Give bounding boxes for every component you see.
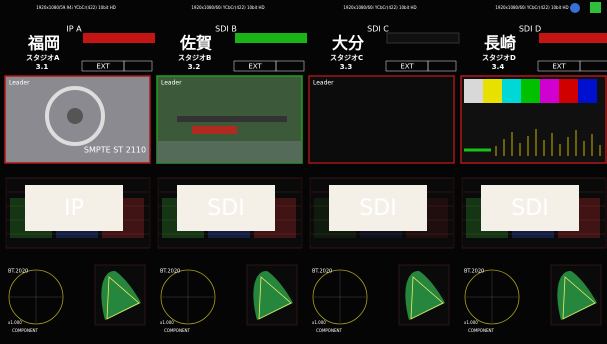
city-name: 佐賀 bbox=[179, 34, 212, 53]
studio-name: スタジオD bbox=[482, 53, 516, 62]
color-bar bbox=[521, 79, 540, 103]
color-bar bbox=[578, 79, 597, 103]
gamut-label: BT.2020 bbox=[160, 269, 180, 275]
input-label: IP A bbox=[66, 25, 82, 34]
mode-label: COMPONENT bbox=[164, 328, 190, 333]
ref-box-2 bbox=[427, 60, 457, 72]
gamut-label: BT.2020 bbox=[464, 269, 484, 275]
overlay-label: SDI bbox=[207, 196, 244, 221]
caption: SMPTE ST 2110 bbox=[84, 146, 146, 155]
status-bar bbox=[386, 32, 460, 44]
ref-label: EXT bbox=[248, 63, 262, 71]
city-name: 福岡 bbox=[27, 34, 60, 53]
gamut-label: BT.2020 bbox=[312, 269, 332, 275]
color-bar bbox=[483, 79, 502, 103]
wheel-hub bbox=[67, 108, 83, 124]
source-label: Leader bbox=[161, 80, 182, 87]
gamut-triangle bbox=[106, 276, 140, 320]
train bbox=[192, 126, 237, 134]
zoom-label: x1.000 bbox=[464, 320, 478, 325]
overlay-box bbox=[25, 185, 123, 231]
studio-name: スタジオA bbox=[26, 53, 60, 62]
video-frame bbox=[308, 75, 455, 164]
source-label: Leader bbox=[9, 80, 30, 87]
studio-name: スタジオB bbox=[178, 53, 211, 62]
status-bar bbox=[539, 33, 607, 43]
status-bar bbox=[83, 33, 155, 43]
format-label: 1920x1080/60i YCbCr(422) 10bit HD bbox=[191, 5, 264, 10]
channel: 3.4 bbox=[492, 63, 505, 71]
input-label: SDI B bbox=[215, 25, 237, 34]
mode-label: COMPONENT bbox=[12, 328, 38, 333]
gamut-triangle bbox=[562, 276, 596, 320]
format-label: 1920x1080/59.94i YCbCr(422) 10bit HD bbox=[36, 5, 116, 10]
ref-label: EXT bbox=[552, 63, 566, 71]
overlay-label: SDI bbox=[511, 196, 548, 221]
channel: 3.1 bbox=[36, 63, 49, 71]
color-bar bbox=[464, 79, 483, 103]
gamut-triangle bbox=[410, 276, 444, 320]
cie-locus bbox=[101, 270, 141, 320]
cie-locus bbox=[253, 270, 293, 320]
cie-locus bbox=[557, 270, 597, 320]
source-label: Leader bbox=[313, 80, 334, 87]
overlay-label: SDI bbox=[359, 196, 396, 221]
studio-name: スタジオC bbox=[330, 53, 363, 62]
format-label: 1920x1080/60i YCbCr(422) 10bit HD bbox=[495, 5, 568, 10]
city-name: 大分 bbox=[332, 34, 364, 53]
ref-box-2 bbox=[275, 60, 305, 72]
zoom-label: x1.000 bbox=[8, 320, 22, 325]
ref-box-2 bbox=[123, 60, 153, 72]
format-label: 1920x1080/60i YCbCr(422) 10bit HD bbox=[343, 5, 416, 10]
cie-locus bbox=[405, 270, 445, 320]
globe-icon[interactable] bbox=[570, 3, 580, 13]
status-bar bbox=[235, 33, 307, 43]
zoom-label: x1.000 bbox=[160, 320, 174, 325]
color-bar bbox=[559, 79, 578, 103]
river bbox=[157, 141, 302, 163]
mode-label: COMPONENT bbox=[468, 328, 494, 333]
channel: 3.3 bbox=[340, 63, 353, 71]
overlay-box bbox=[177, 185, 275, 231]
overlay-label: IP bbox=[64, 196, 84, 221]
ref-label: EXT bbox=[96, 63, 110, 71]
zoom-label: x1.000 bbox=[312, 320, 326, 325]
overlay-box bbox=[329, 185, 427, 231]
overlay-box bbox=[481, 185, 579, 231]
color-bar bbox=[540, 79, 559, 103]
ref-box-2 bbox=[579, 60, 607, 72]
bridge bbox=[177, 116, 287, 122]
gamut-label: BT.2020 bbox=[8, 269, 28, 275]
ref-label: EXT bbox=[400, 63, 414, 71]
color-bar bbox=[502, 79, 521, 103]
gamut-triangle bbox=[258, 276, 292, 320]
status-icon[interactable] bbox=[590, 2, 601, 13]
wheel bbox=[45, 86, 105, 146]
city-name: 長崎 bbox=[484, 34, 516, 53]
channel: 3.2 bbox=[188, 63, 201, 71]
input-label: SDI C bbox=[367, 25, 389, 34]
mode-label: COMPONENT bbox=[316, 328, 342, 333]
input-label: SDI D bbox=[519, 25, 541, 34]
